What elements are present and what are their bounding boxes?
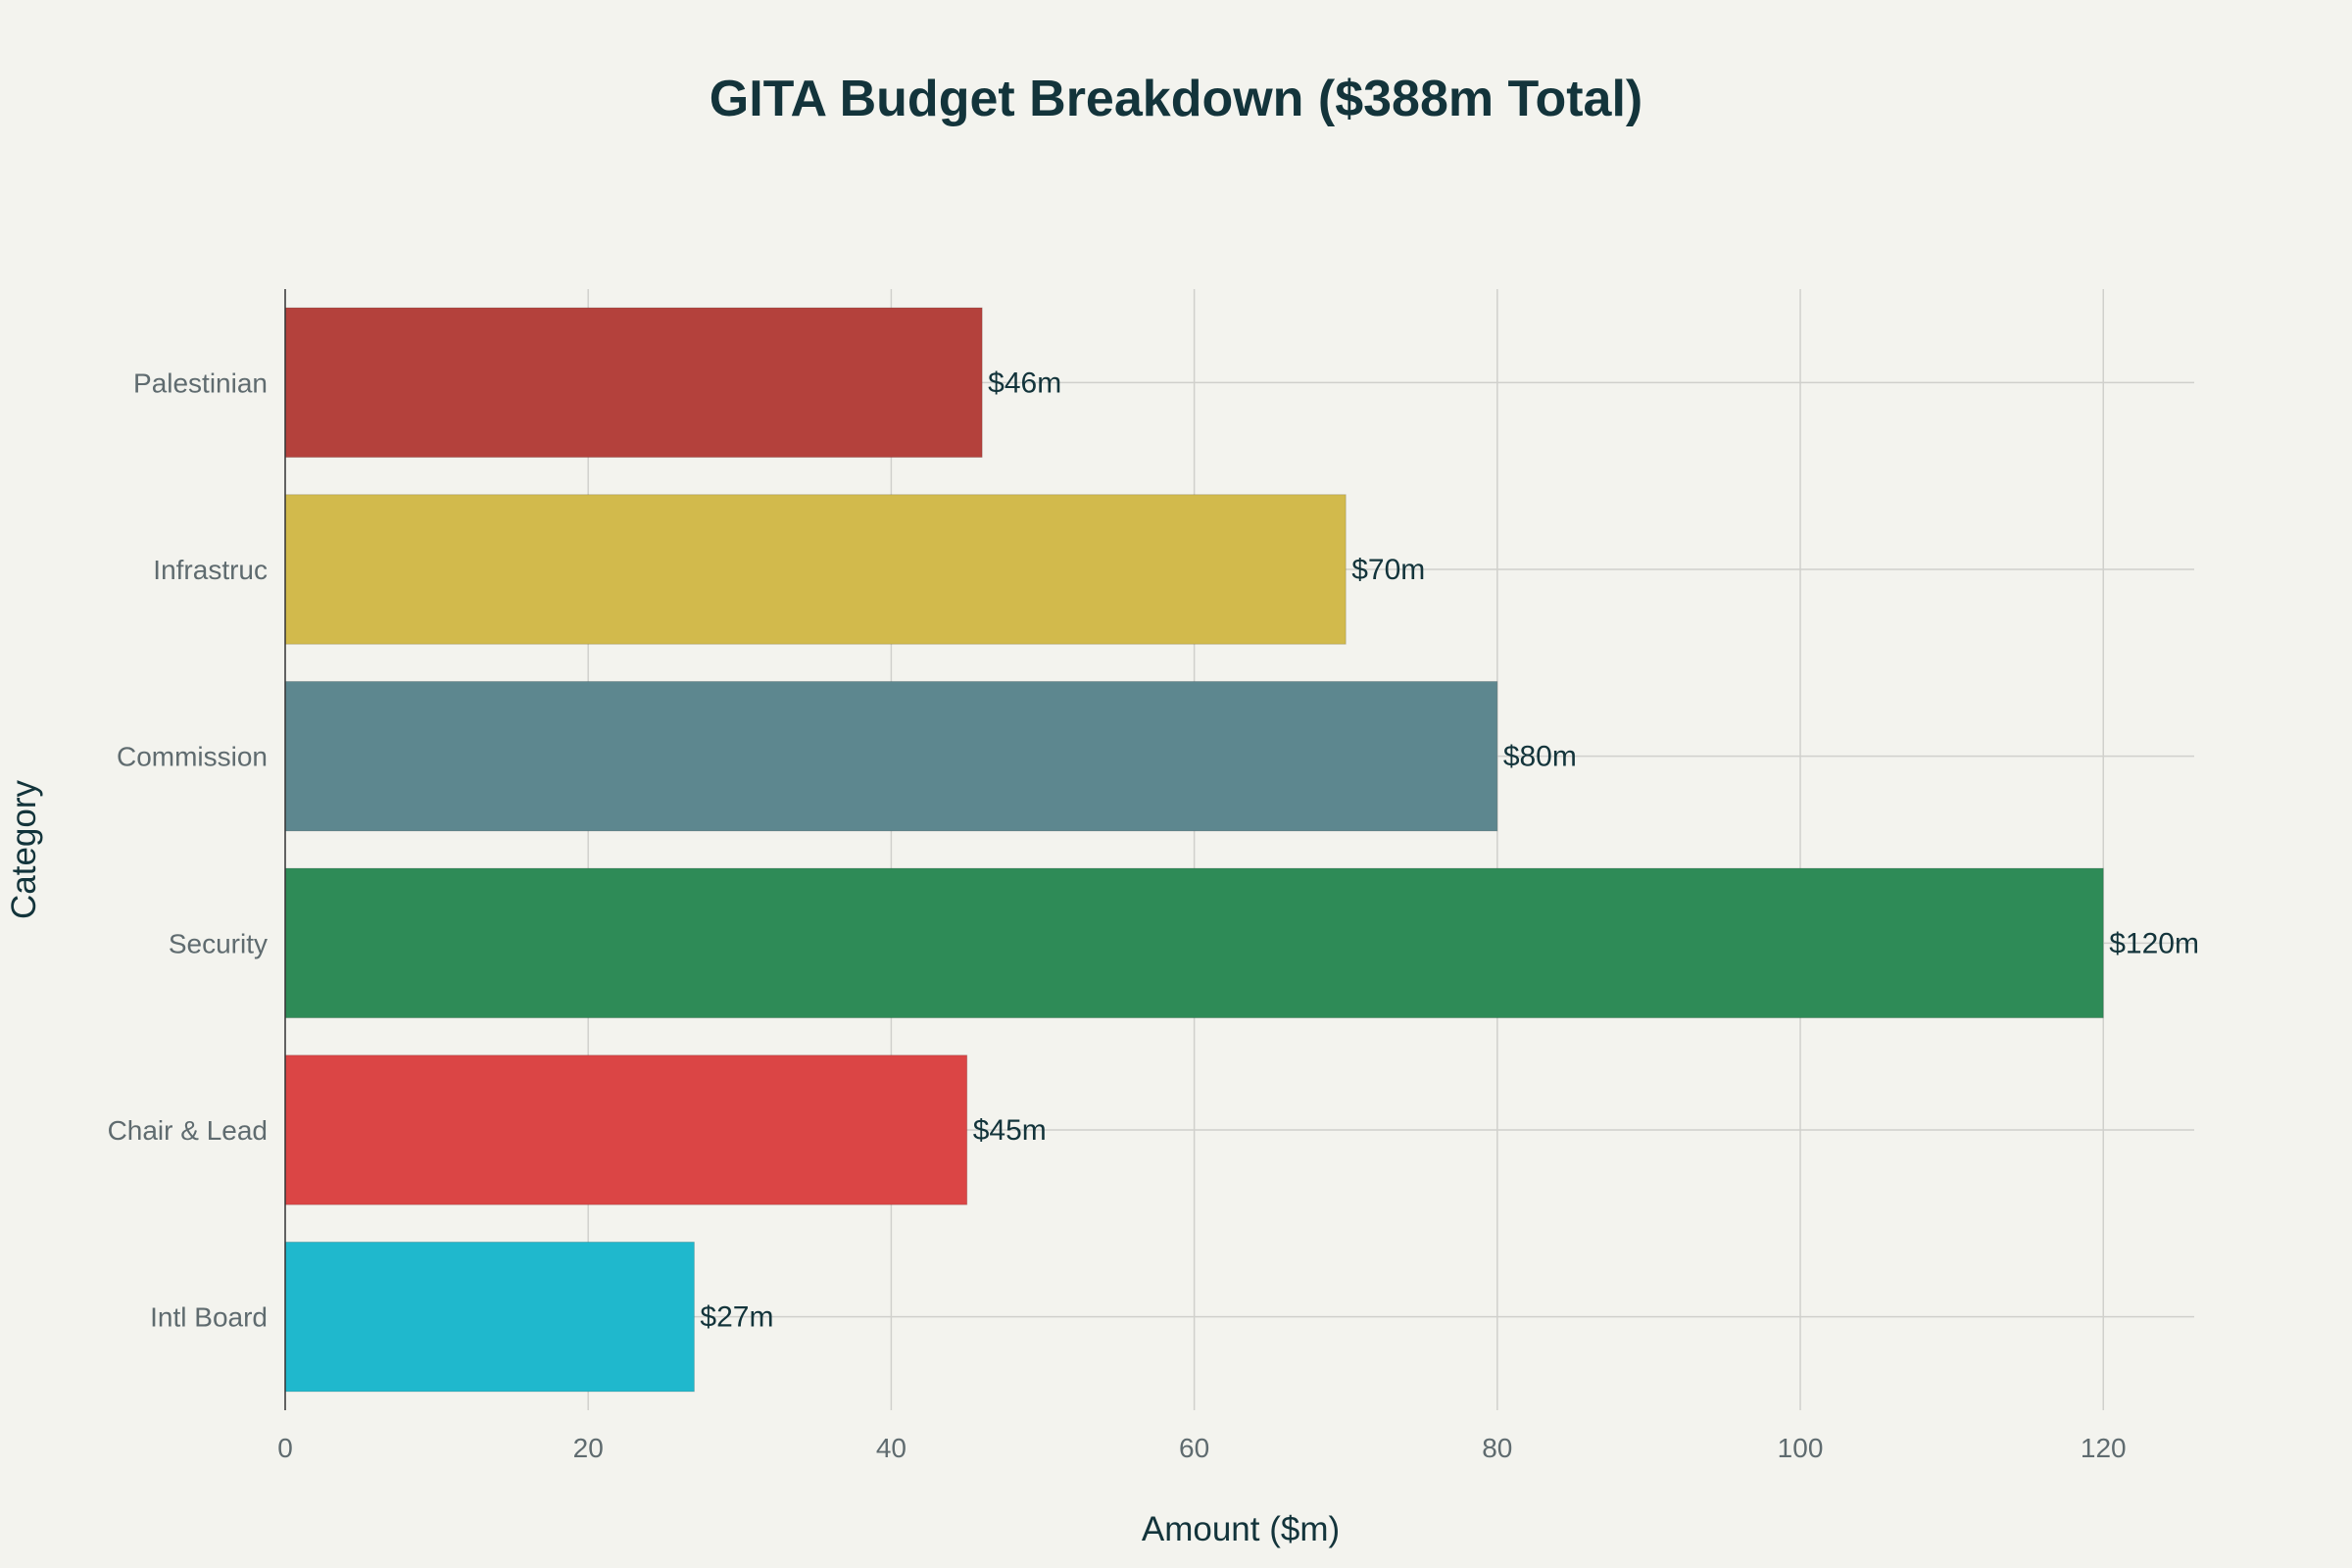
x-tick-label: 0 bbox=[277, 1433, 293, 1463]
y-tick-label: Security bbox=[169, 928, 268, 958]
bar bbox=[284, 307, 983, 459]
data-label: $27m bbox=[700, 1301, 773, 1334]
data-label: $46m bbox=[988, 367, 1061, 399]
bar bbox=[284, 494, 1347, 645]
x-tick-label: 120 bbox=[2081, 1433, 2127, 1463]
data-label: $70m bbox=[1351, 554, 1425, 586]
x-tick-label: 40 bbox=[876, 1433, 906, 1463]
y-tick-label: Palestinian bbox=[133, 368, 268, 398]
bar bbox=[284, 867, 2104, 1019]
x-axis-ticks: 0 20 40 60 80 100 120 bbox=[277, 1433, 2126, 1463]
bar bbox=[284, 680, 1498, 832]
data-label: $120m bbox=[2109, 927, 2199, 959]
y-tick-label: Infrastruc bbox=[153, 555, 268, 585]
data-label: $80m bbox=[1503, 741, 1577, 773]
data-labels: $27m $45m $120m $80m $70m $46m bbox=[700, 367, 2199, 1333]
x-tick-label: 80 bbox=[1482, 1433, 1512, 1463]
bars bbox=[284, 307, 2104, 1393]
x-axis-title: Amount ($m) bbox=[1142, 1510, 1340, 1548]
data-label: $45m bbox=[973, 1114, 1047, 1147]
y-tick-label: Commission bbox=[117, 742, 268, 772]
y-tick-label: Chair & Lead bbox=[108, 1115, 268, 1146]
y-axis-title: Category bbox=[5, 779, 43, 919]
y-tick-label: Intl Board bbox=[150, 1302, 268, 1333]
bar bbox=[284, 1241, 695, 1393]
y-axis-ticks: Intl Board Chair & Lead Security Commission… bbox=[108, 368, 268, 1332]
x-tick-label: 60 bbox=[1179, 1433, 1209, 1463]
bar bbox=[284, 1054, 968, 1205]
x-tick-label: 100 bbox=[1778, 1433, 1824, 1463]
x-tick-label: 20 bbox=[573, 1433, 604, 1463]
chart-title: GITA Budget Breakdown ($388m Total) bbox=[710, 71, 1642, 127]
